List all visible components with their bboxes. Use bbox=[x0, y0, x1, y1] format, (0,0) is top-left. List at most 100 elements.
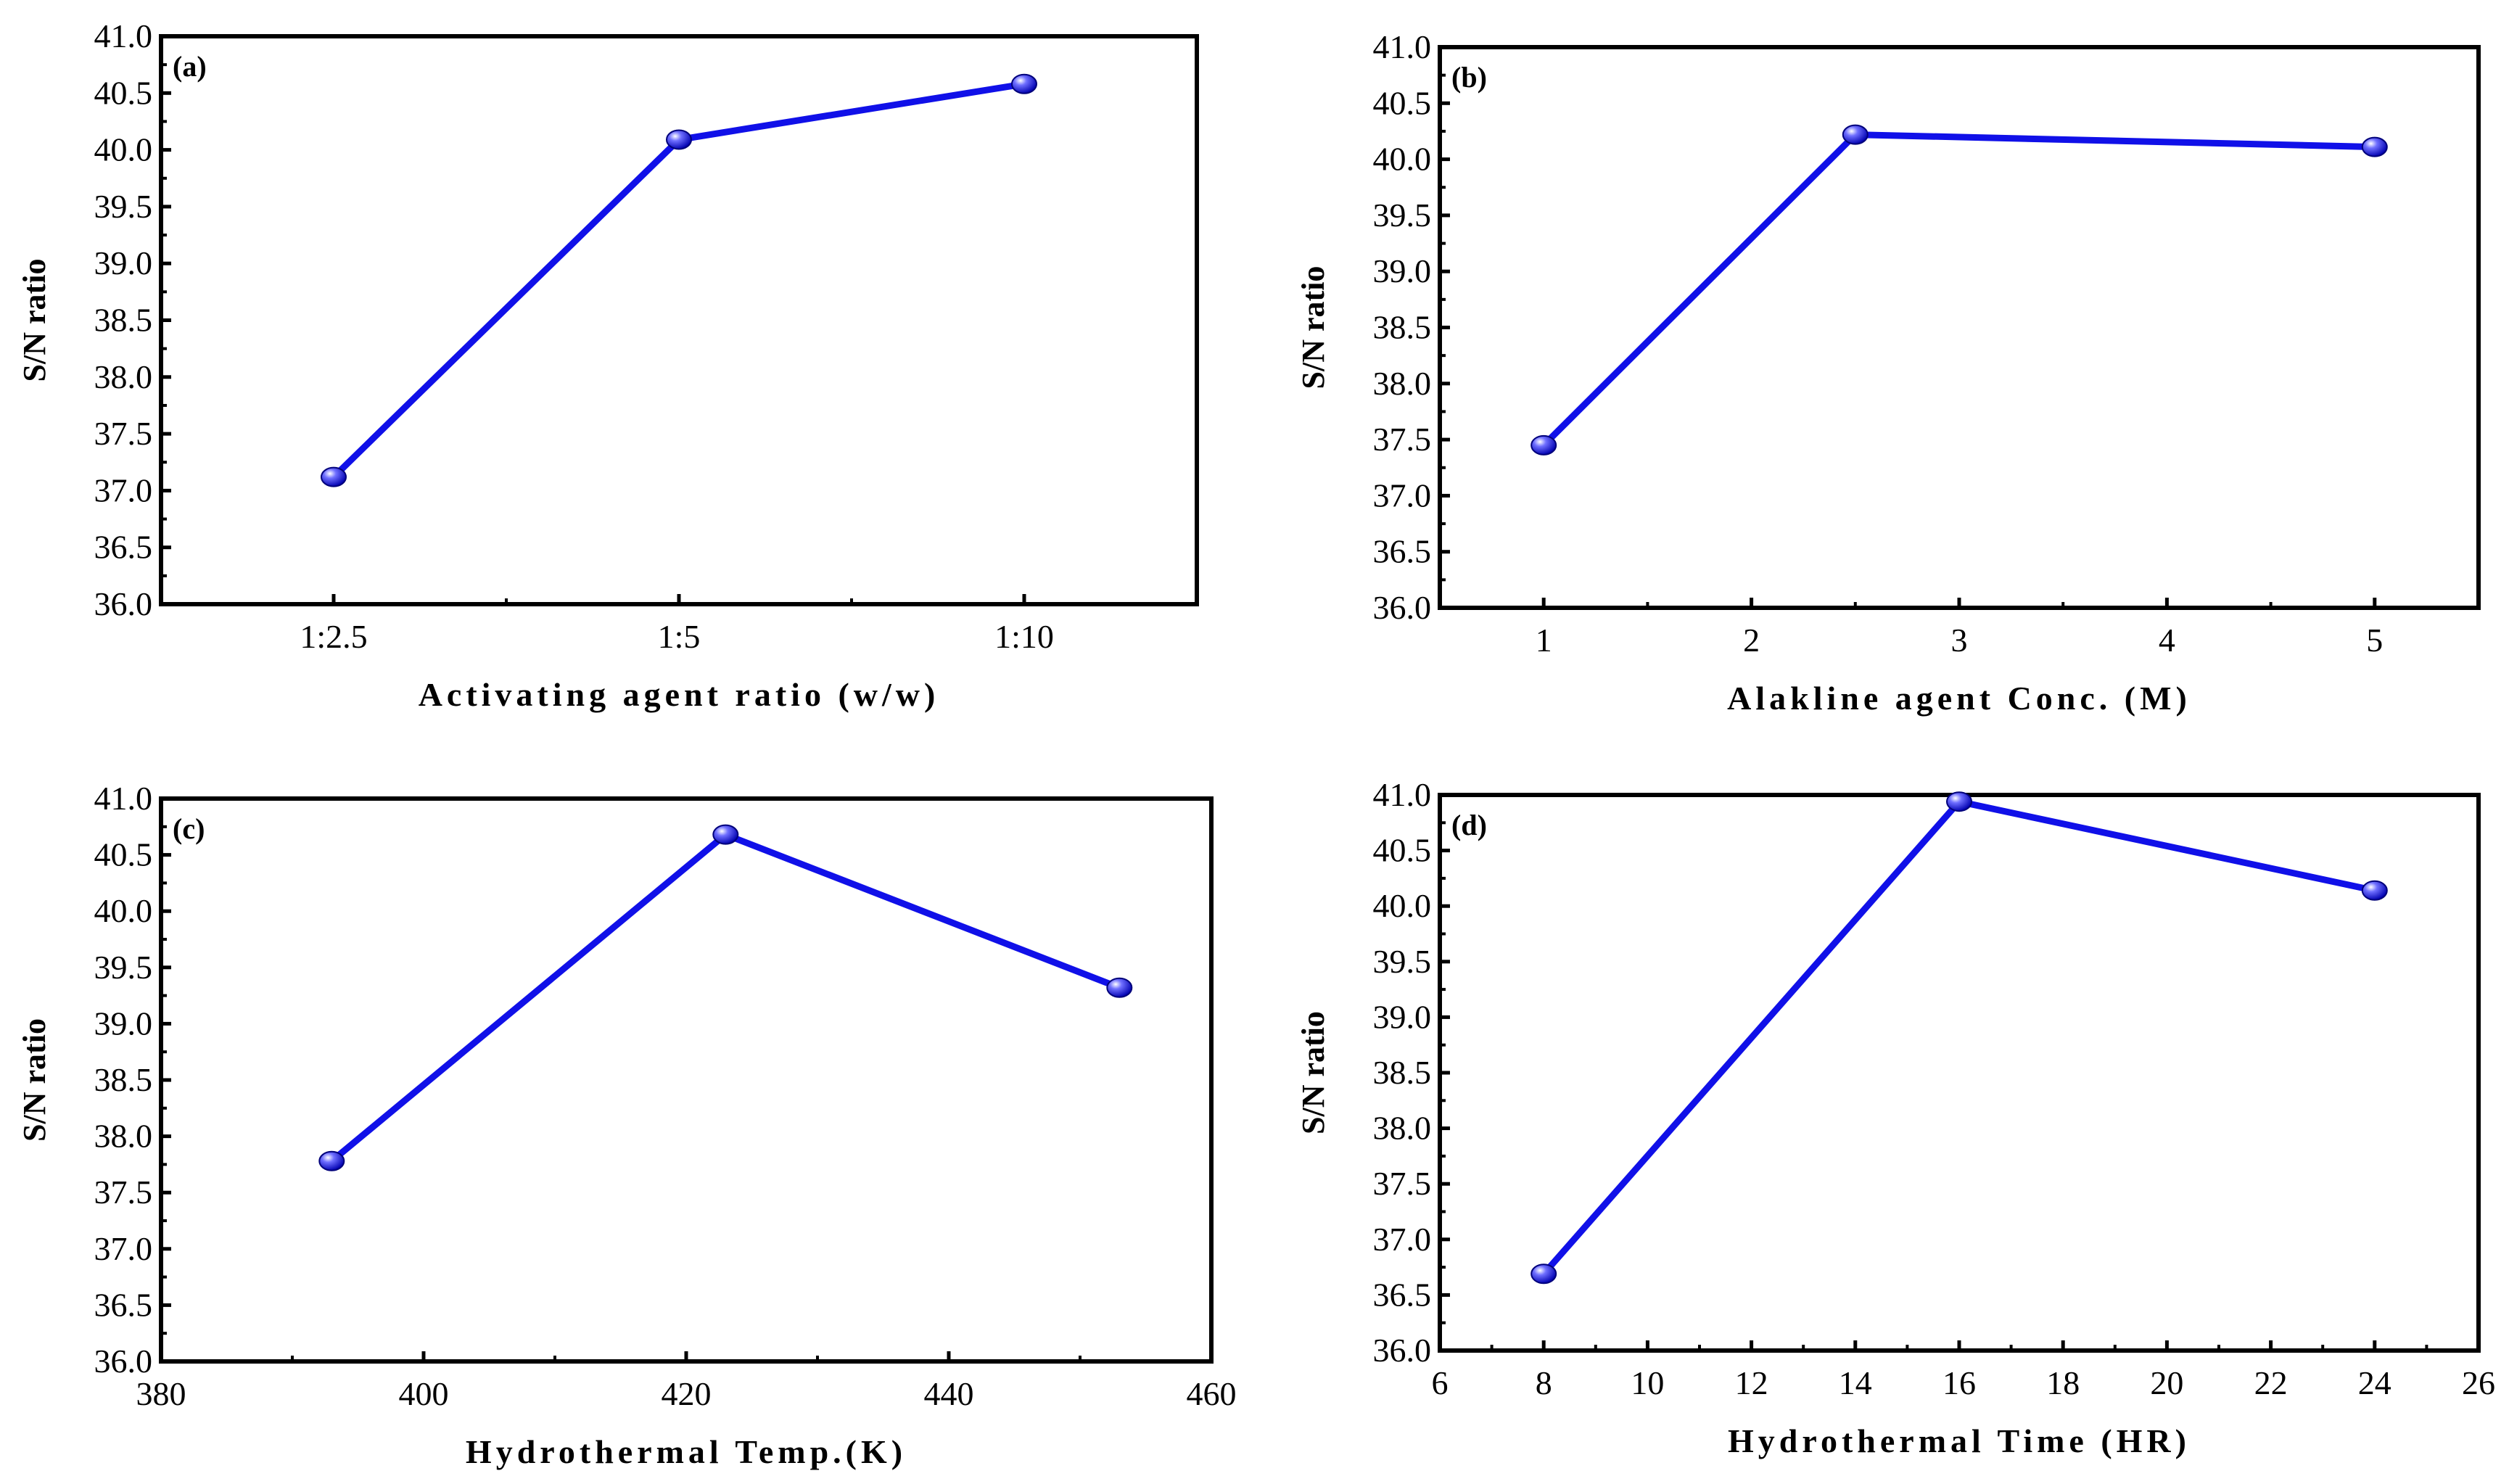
chart-d-x-tick-label: 18 bbox=[2046, 1364, 2080, 1401]
chart-c-data-point bbox=[1106, 977, 1133, 998]
chart-d-y-tick-label: 41.0 bbox=[1373, 776, 1432, 813]
chart-d-y-tick-label: 37.0 bbox=[1373, 1221, 1432, 1258]
chart-d-x-tick-label: 16 bbox=[1942, 1364, 1976, 1401]
chart-d-y-tick-label: 39.5 bbox=[1373, 943, 1432, 980]
chart-b-x-tick-label: 4 bbox=[2159, 622, 2175, 659]
chart-c-y-tick-label: 36.0 bbox=[94, 1343, 153, 1380]
chart-b-x-tick-label: 3 bbox=[1951, 622, 1968, 659]
chart-b-series-line bbox=[1540, 131, 2378, 449]
chart-d-x-axis-title: Hydrothermal Time (HR) bbox=[1728, 1422, 2191, 1459]
chart-b-data-point bbox=[1842, 124, 1869, 145]
chart-c-y-tick-label: 38.0 bbox=[94, 1118, 153, 1155]
chart-b-x-tick-label: 1 bbox=[1536, 622, 1552, 659]
chart-c-y-tick-label: 36.5 bbox=[94, 1286, 153, 1323]
chart-c-y-tick-label: 38.5 bbox=[94, 1061, 153, 1098]
chart-b-y-tick-label: 37.0 bbox=[1373, 477, 1432, 514]
chart-b-y-tick-label: 39.0 bbox=[1373, 252, 1432, 289]
chart-a-y-axis-title: S/N ratio bbox=[17, 259, 52, 382]
chart-b-data-point bbox=[1530, 434, 1557, 455]
chart-b-panel-label: (b) bbox=[1451, 61, 1487, 94]
chart-c-x-tick-label: 400 bbox=[399, 1375, 449, 1412]
chart-a-data-point bbox=[1011, 73, 1037, 94]
chart-panel-a: 36.0 36.5 37.0 37.5 38.0 38.5 39.0 39.5 40.0 40.5… bbox=[17, 17, 1199, 713]
chart-d-x-tick-label: 24 bbox=[2358, 1364, 2391, 1401]
chart-c-y-tick-label: 40.0 bbox=[94, 892, 153, 929]
chart-d-x-tick-label: 12 bbox=[1735, 1364, 1768, 1401]
chart-d-y-tick-label: 38.0 bbox=[1373, 1110, 1432, 1147]
chart-d-y-tick-label: 36.0 bbox=[1373, 1332, 1432, 1369]
chart-c-data-point bbox=[318, 1150, 345, 1171]
chart-c-x-axis-title: Hydrothermal Temp.(K) bbox=[466, 1433, 907, 1470]
chart-a-x-tick-label: 1:5 bbox=[658, 618, 701, 655]
chart-d-panel-label: (d) bbox=[1451, 809, 1487, 841]
chart-b-y-tick-label: 40.0 bbox=[1373, 141, 1432, 178]
chart-d-x-tick-label: 8 bbox=[1536, 1364, 1552, 1401]
chart-d-x-tick-label: 26 bbox=[2462, 1364, 2495, 1401]
chart-c-y-tick-label: 37.5 bbox=[94, 1174, 153, 1211]
chart-b-y-tick-label: 39.5 bbox=[1373, 197, 1432, 234]
chart-c-y-tick-label: 40.5 bbox=[94, 836, 153, 873]
chart-a-y-tick-label: 40.0 bbox=[94, 131, 153, 168]
chart-c-x-tick-label: 380 bbox=[136, 1375, 186, 1412]
chart-a-x-axis-title: Activating agent ratio (w/w) bbox=[419, 676, 940, 713]
chart-b-y-tick-label: 38.5 bbox=[1373, 309, 1432, 346]
chart-d-data-point bbox=[1946, 791, 1972, 812]
chart-c-panel-label: (c) bbox=[173, 812, 205, 845]
chart-b-y-axis-title: S/N ratio bbox=[1295, 266, 1331, 389]
chart-panel-c: 36.0 36.5 37.0 37.5 38.0 38.5 39.0 39.5 40.0 40.5… bbox=[17, 780, 1237, 1470]
chart-c-x-tick-label: 420 bbox=[662, 1375, 712, 1412]
chart-c-x-tick-label: 460 bbox=[1187, 1375, 1237, 1412]
chart-panel-d: 36.0 36.5 37.0 37.5 38.0 38.5 39.0 39.5 40.0 40.5… bbox=[1295, 776, 2495, 1459]
chart-c-x-tick-label: 440 bbox=[924, 1375, 974, 1412]
chart-a-y-tick-label: 37.0 bbox=[94, 471, 153, 508]
chart-c-y-axis-title: S/N ratio bbox=[17, 1018, 52, 1142]
chart-a-y-tick-label: 39.5 bbox=[94, 188, 153, 225]
chart-b-y-tick-label: 36.0 bbox=[1373, 589, 1432, 626]
chart-a-y-tick-label: 38.5 bbox=[94, 302, 153, 339]
chart-d-data-point bbox=[1530, 1264, 1557, 1285]
chart-d-data-point bbox=[2361, 880, 2388, 901]
chart-b-y-tick-label: 36.5 bbox=[1373, 533, 1432, 570]
chart-d-y-tick-label: 40.5 bbox=[1373, 832, 1432, 869]
chart-c-y-tick-label: 39.0 bbox=[94, 1005, 153, 1042]
chart-b-y-tick-label: 37.5 bbox=[1373, 421, 1432, 458]
chart-b-x-tick-label: 5 bbox=[2366, 622, 2383, 659]
chart-b-y-tick-label: 41.0 bbox=[1373, 28, 1432, 65]
chart-a-x-tick-label: 1:2.5 bbox=[300, 618, 367, 655]
chart-d-x-tick-label: 10 bbox=[1631, 1364, 1664, 1401]
chart-c-y-tick-label: 39.5 bbox=[94, 949, 153, 986]
chart-d-y-tick-label: 38.5 bbox=[1373, 1054, 1432, 1091]
chart-a-y-tick-label: 37.5 bbox=[94, 415, 153, 452]
chart-c-series-line bbox=[328, 831, 1123, 1165]
chart-a-y-tick-label: 36.0 bbox=[94, 585, 153, 622]
chart-d-series-line bbox=[1540, 798, 2378, 1277]
chart-a-y-tick-label: 41.0 bbox=[94, 17, 153, 54]
chart-a-y-tick-label: 38.0 bbox=[94, 358, 153, 395]
chart-a-y-tick-label: 40.5 bbox=[94, 74, 153, 111]
chart-a-data-point bbox=[321, 466, 347, 487]
chart-a-plot-frame bbox=[159, 34, 1199, 606]
chart-d-y-tick-label: 36.5 bbox=[1373, 1276, 1432, 1313]
chart-a-y-tick-label: 39.0 bbox=[94, 244, 153, 281]
chart-b-x-axis-title: Alakline agent Conc. (M) bbox=[1727, 680, 2191, 717]
chart-b-x-tick-label: 2 bbox=[1743, 622, 1760, 659]
chart-d-y-tick-label: 40.0 bbox=[1373, 887, 1432, 924]
chart-c-y-tick-label: 41.0 bbox=[94, 780, 153, 817]
chart-panel-b: 36.0 36.5 37.0 37.5 38.0 38.5 39.0 39.5 40.0 40.5… bbox=[1295, 28, 2481, 717]
chart-b-y-tick-label: 40.5 bbox=[1373, 84, 1432, 121]
chart-c-y-tick-label: 37.0 bbox=[94, 1230, 153, 1267]
chart-a-data-point bbox=[666, 129, 692, 150]
chart-a-x-tick-label: 1:10 bbox=[994, 618, 1054, 655]
chart-d-x-tick-label: 6 bbox=[1432, 1364, 1449, 1401]
chart-a-panel-label: (a) bbox=[173, 50, 207, 83]
chart-d-y-axis-title: S/N ratio bbox=[1295, 1011, 1331, 1134]
chart-d-x-tick-label: 14 bbox=[1839, 1364, 1872, 1401]
chart-d-x-tick-label: 22 bbox=[2254, 1364, 2288, 1401]
chart-b-plot-frame bbox=[1438, 45, 2481, 610]
chart-c-plot-frame bbox=[159, 796, 1214, 1364]
chart-a-y-tick-label: 36.5 bbox=[94, 529, 153, 566]
chart-b-data-point bbox=[2361, 136, 2388, 157]
chart-d-x-tick-label: 20 bbox=[2150, 1364, 2183, 1401]
chart-d-y-tick-label: 39.0 bbox=[1373, 998, 1432, 1035]
